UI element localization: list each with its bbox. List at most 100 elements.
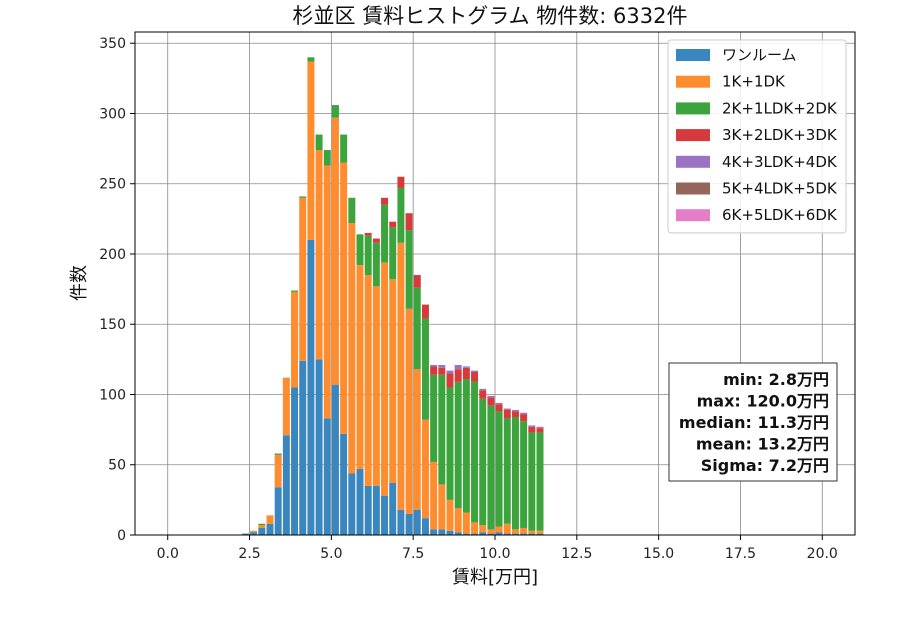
histogram-bar-segment: [372, 286, 380, 486]
legend-swatch: [676, 75, 710, 88]
histogram-bar-segment: [528, 533, 536, 535]
histogram-bar-segment: [258, 527, 266, 535]
histogram-bar-segment: [520, 527, 528, 534]
legend-label: 4K+3LDK+4DK: [722, 153, 838, 171]
histogram-bar-segment: [446, 530, 454, 535]
histogram-bar-segment: [397, 242, 405, 510]
histogram-bar-segment: [405, 513, 413, 535]
histogram-bar-segment: [250, 530, 258, 533]
histogram-bar-segment: [462, 366, 470, 368]
histogram-bar-segment: [511, 416, 519, 530]
histogram-bar-segment: [274, 487, 282, 535]
histogram-bar-segment: [495, 411, 503, 527]
y-tick-label: 50: [108, 458, 126, 474]
histogram-bar-segment: [364, 275, 372, 486]
histogram-bars: [241, 57, 544, 535]
histogram-bar-segment: [250, 532, 258, 535]
histogram-bar-segment: [438, 367, 446, 375]
histogram-bar-segment: [454, 532, 462, 535]
legend-swatch: [676, 129, 710, 142]
histogram-bar-segment: [348, 473, 356, 535]
histogram-bar-segment: [495, 532, 503, 535]
x-axis-title: 賃料[万円]: [452, 567, 538, 588]
y-tick-label: 250: [99, 177, 126, 193]
histogram-bar-segment: [421, 419, 429, 519]
histogram-bar-segment: [340, 162, 348, 434]
x-tick-label: 0.0: [157, 546, 179, 562]
histogram-bar-segment: [479, 398, 487, 526]
histogram-bar-segment: [462, 379, 470, 513]
histogram-bar-segment: [503, 408, 511, 410]
y-tick-label: 150: [99, 317, 126, 333]
histogram-bar-segment: [323, 150, 331, 166]
grid-lines: [135, 32, 855, 536]
legend-swatch: [676, 209, 710, 222]
histogram-bar-segment: [454, 369, 462, 382]
chart-title: 杉並区 賃料ヒストグラム 物件数: 6332件: [293, 4, 688, 28]
y-tick-label: 100: [99, 387, 126, 403]
histogram-bar-segment: [462, 533, 470, 535]
histogram-bar-segment: [258, 523, 266, 526]
histogram-bar-segment: [241, 533, 249, 535]
x-tick-label: 20.0: [807, 546, 838, 562]
histogram-bar-segment: [471, 381, 479, 523]
histogram-bar-segment: [405, 213, 413, 231]
histogram-bar-segment: [274, 454, 282, 488]
histogram-bar-segment: [266, 523, 274, 535]
stats-line: mean: 13.2万円: [696, 435, 829, 454]
legend-label: 1K+1DK: [722, 73, 786, 91]
histogram-bar-segment: [536, 533, 544, 535]
histogram-bar-segment: [495, 404, 503, 412]
histogram-bar-segment: [356, 468, 364, 535]
y-tick-label: 350: [99, 36, 126, 52]
histogram-bar-segment: [454, 508, 462, 533]
y-tick-label: 300: [99, 106, 126, 122]
histogram-bar-segment: [413, 369, 421, 510]
stats-line: max: 120.0万円: [697, 392, 829, 411]
histogram-bar-segment: [340, 134, 348, 163]
histogram-bar-segment: [405, 308, 413, 514]
y-tick-label: 200: [99, 247, 126, 263]
y-tick-label: 0: [117, 528, 126, 544]
legend-label: 2K+1LDK+2DK: [722, 99, 838, 117]
histogram-bar-segment: [381, 204, 389, 263]
histogram-bar-segment: [331, 105, 339, 118]
histogram-bar-segment: [356, 265, 364, 469]
histogram-bar-segment: [495, 526, 503, 533]
histogram-bar-segment: [381, 262, 389, 496]
legend-swatch: [676, 102, 710, 115]
histogram-bar-segment: [479, 388, 487, 391]
histogram-bar-segment: [299, 196, 307, 198]
histogram-bar-segment: [299, 197, 307, 361]
histogram-bar-segment: [536, 428, 544, 433]
histogram-bar-segment: [446, 387, 454, 500]
histogram-bar-segment: [421, 304, 429, 319]
x-axis-ticks: 0.0 2.5 5.0 7.5 10.0 12.5 15.0 17.5 20.0: [157, 535, 838, 562]
histogram-bar-segment: [446, 499, 454, 531]
histogram-bar-segment: [487, 529, 495, 534]
histogram-bar-segment: [430, 461, 438, 530]
histogram-bar-segment: [511, 533, 519, 535]
histogram-bar-segment: [307, 61, 315, 240]
histogram-bar-segment: [397, 509, 405, 535]
y-axis-ticks: 0 50 100 150 200 250 300 350: [99, 36, 135, 544]
histogram-bar-segment: [471, 522, 479, 534]
histogram-bar-segment: [282, 377, 290, 436]
histogram-bar-segment: [430, 529, 438, 535]
histogram-bar-segment: [413, 509, 421, 535]
histogram-bar-segment: [528, 425, 536, 427]
legend-label: ワンルーム: [722, 46, 797, 64]
histogram-bar-segment: [274, 453, 282, 455]
stats-line: median: 11.3万円: [679, 413, 829, 432]
histogram-bar-segment: [503, 409, 511, 419]
histogram-bar-segment: [520, 412, 528, 415]
histogram-bar-segment: [364, 232, 372, 236]
histogram-bar-segment: [315, 359, 323, 535]
histogram-bar-segment: [511, 409, 519, 412]
histogram-bar-segment: [503, 523, 511, 534]
histogram-bar-segment: [528, 530, 536, 534]
histogram-bar-segment: [430, 364, 438, 367]
histogram-bar-segment: [495, 402, 503, 405]
histogram-bar-segment: [471, 370, 479, 373]
